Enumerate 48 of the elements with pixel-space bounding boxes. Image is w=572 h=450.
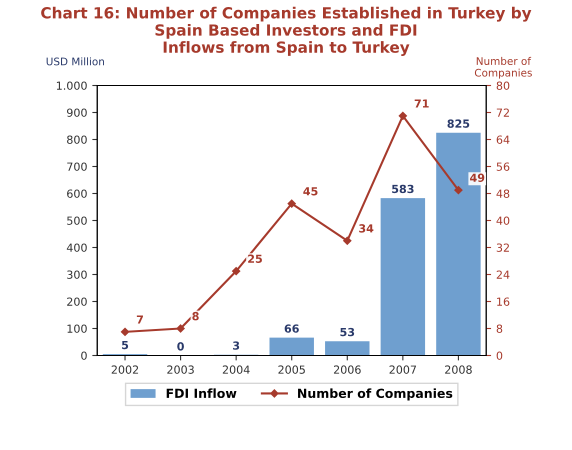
- data-label: 25: [248, 254, 262, 263]
- y2-tick-label: 40: [496, 216, 510, 225]
- data-label: 5: [122, 340, 128, 350]
- x-tick-label: 2007: [390, 365, 416, 374]
- data-label: 49: [470, 174, 484, 182]
- y2-tick-label: 8: [496, 324, 502, 333]
- legend-label: Number of Companies: [298, 388, 452, 400]
- data-label: 71: [414, 99, 429, 108]
- y-axis-title: USD Million: [46, 57, 104, 66]
- y-tick-label: 400: [66, 243, 87, 252]
- data-label: 583: [392, 184, 414, 194]
- y2-tick-label: 48: [496, 189, 510, 198]
- data-label: 3: [233, 341, 240, 350]
- x-tick-label: 2005: [278, 365, 305, 374]
- data-label: 0: [177, 342, 184, 351]
- data-label: 66: [284, 324, 299, 333]
- x-tick-label: 2006: [334, 365, 361, 374]
- data-label: 8: [192, 312, 199, 320]
- x-tick-label: 2002: [112, 365, 138, 374]
- y-tick-label: 600: [67, 189, 87, 198]
- y2-tick-label: 80: [496, 81, 510, 90]
- y-tick-label: 500: [67, 216, 87, 225]
- data-label: 45: [303, 187, 318, 196]
- y2-tick-label: 72: [496, 108, 509, 117]
- y-tick-label: 700: [67, 162, 87, 171]
- y2-tick-label: 32: [496, 243, 509, 252]
- y-tick-label: 800: [67, 135, 87, 144]
- x-tick-label: 2008: [445, 365, 472, 374]
- y-tick-label: 0: [81, 351, 87, 360]
- x-tick-label: 2003: [167, 365, 194, 374]
- data-label: 53: [340, 328, 354, 336]
- data-label: 34: [359, 224, 374, 233]
- y2-tick-label: 16: [497, 297, 510, 306]
- chart-title: Chart 16: Number of Companies Established in Turkey by Spain Based Investors and FDI Inflows from Spain to Turkey: [41, 6, 532, 56]
- y2-axis-title: Number of Companies: [474, 56, 532, 79]
- data-label: 7: [136, 315, 143, 324]
- y2-tick-label: 56: [496, 162, 510, 171]
- x-tick-label: 2004: [222, 365, 250, 374]
- y-tick-label: 100: [68, 324, 87, 333]
- data-label: 825: [448, 119, 470, 128]
- y2-tick-label: 64: [496, 135, 510, 144]
- y-tick-label: 200: [67, 297, 87, 306]
- y2-tick-label: 0: [496, 351, 502, 360]
- y-tick-label: 1.000: [56, 81, 87, 90]
- y2-tick-label: 24: [496, 270, 510, 279]
- y-tick-label: 300: [67, 270, 87, 279]
- legend-label: FDI Inflow: [166, 388, 236, 398]
- y-tick-label: 900: [67, 108, 87, 117]
